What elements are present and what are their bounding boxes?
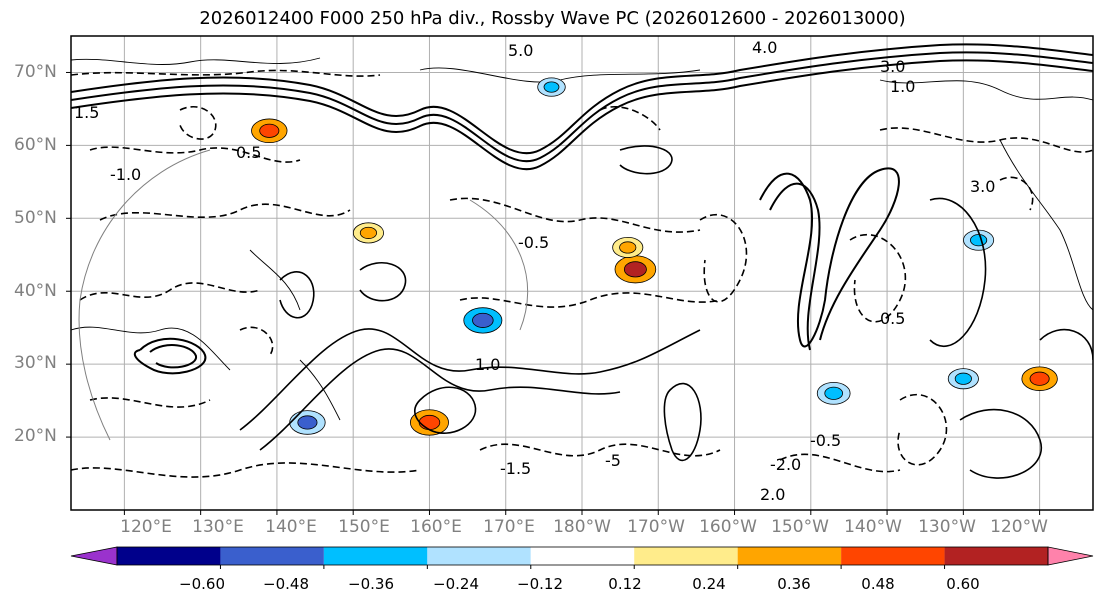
colorbar-segment bbox=[634, 547, 738, 565]
plot-title: 2026012400 F000 250 hPa div., Rossby Wav… bbox=[199, 8, 906, 29]
colorbar-tick-label: −0.24 bbox=[433, 575, 479, 593]
colorbar-extend-high bbox=[1047, 546, 1094, 566]
contour-label: -1.0 bbox=[110, 165, 141, 184]
colorbar-tick-label: −0.36 bbox=[348, 575, 394, 593]
colorbar bbox=[70, 546, 1094, 569]
divergence-core bbox=[623, 261, 647, 278]
colorbar-segment bbox=[427, 547, 531, 565]
lat-tick-label: 70°N bbox=[14, 62, 57, 82]
colorbar-tick-label: 0.60 bbox=[946, 575, 980, 593]
lon-tick-label: 130°W bbox=[918, 517, 976, 537]
contour-label: 1.5 bbox=[74, 103, 99, 122]
colorbar-tick-label: 0.12 bbox=[608, 575, 642, 593]
lon-tick-label: 170°W bbox=[627, 517, 685, 537]
contour-label: 0.5 bbox=[236, 143, 261, 162]
divergence-core bbox=[418, 414, 441, 431]
lon-tick-label: 150°W bbox=[771, 517, 829, 537]
colorbar-tick-label: 0.48 bbox=[861, 575, 895, 593]
contour-label: -0.5 bbox=[518, 233, 549, 252]
lon-tick-label: 120°W bbox=[990, 517, 1048, 537]
contour-label: 0.5 bbox=[880, 309, 905, 328]
axis-ticks bbox=[66, 71, 1041, 515]
lat-tick-label: 50°N bbox=[14, 208, 57, 228]
contour-label: 3.0 bbox=[880, 57, 905, 76]
contour-label: 4.0 bbox=[752, 38, 777, 57]
colorbar-extend-low bbox=[70, 546, 118, 566]
lat-tick-label: 20°N bbox=[14, 426, 57, 446]
lon-tick-label: 180°W bbox=[553, 517, 611, 537]
contour-labels: 5.0 4.0 3.0 1.0 1.5 0.5 -0.5 -1.0 -1.5 2… bbox=[74, 38, 995, 504]
colorbar-segment bbox=[944, 547, 1048, 565]
contour-label: 3.0 bbox=[970, 177, 995, 196]
divergence-core bbox=[297, 415, 318, 430]
divergence-core bbox=[472, 312, 494, 328]
colorbar-tick-label: 0.24 bbox=[692, 575, 726, 593]
divergence-core bbox=[619, 241, 637, 254]
divergence-core bbox=[259, 123, 280, 138]
divergence-core bbox=[824, 386, 843, 400]
contour-label: 2.0 bbox=[760, 485, 785, 504]
colorbar-tick-label: −0.12 bbox=[517, 575, 563, 593]
lon-tick-label: 140°E bbox=[265, 517, 317, 537]
contour-label: -0.5 bbox=[810, 431, 841, 450]
colorbar-tick-label: −0.60 bbox=[179, 575, 225, 593]
divergence-core bbox=[359, 226, 378, 239]
rossby-wave-contours bbox=[71, 43, 1093, 479]
lon-tick-label: 140°W bbox=[844, 517, 902, 537]
contour-label: -1.5 bbox=[500, 459, 531, 478]
divergence-core bbox=[1029, 371, 1050, 386]
lon-tick-label: 160°E bbox=[410, 517, 462, 537]
colorbar-segment bbox=[323, 547, 428, 565]
lon-tick-label: 170°E bbox=[483, 517, 535, 537]
divergence-core bbox=[970, 234, 988, 247]
contour-label: 5.0 bbox=[508, 41, 533, 60]
contour-label: -2.0 bbox=[770, 455, 801, 474]
lon-tick-label: 130°E bbox=[192, 517, 244, 537]
lat-tick-label: 30°N bbox=[14, 353, 57, 373]
lat-tick-label: 40°N bbox=[14, 281, 57, 301]
colorbar-segment bbox=[220, 547, 324, 565]
lon-tick-label: 160°W bbox=[699, 517, 757, 537]
colorbar-segment bbox=[117, 547, 221, 565]
colorbar-segment bbox=[841, 547, 945, 565]
colorbar-tick-label: 0.36 bbox=[777, 575, 811, 593]
contour-label: 1.0 bbox=[890, 77, 915, 96]
lon-tick-label: 150°E bbox=[338, 517, 390, 537]
contour-label: 1.0 bbox=[475, 355, 500, 374]
colorbar-frame bbox=[116, 546, 1049, 566]
colorbar-segment bbox=[737, 547, 842, 565]
divergence-core bbox=[954, 372, 972, 385]
divergence-patches bbox=[251, 77, 1058, 436]
colorbar-segment bbox=[530, 547, 635, 565]
colorbar-tick-label: −0.48 bbox=[263, 575, 309, 593]
divergence-core bbox=[543, 81, 560, 93]
contour-label: -5 bbox=[605, 451, 621, 470]
lat-tick-label: 60°N bbox=[14, 135, 57, 155]
lon-tick-label: 120°E bbox=[120, 517, 172, 537]
